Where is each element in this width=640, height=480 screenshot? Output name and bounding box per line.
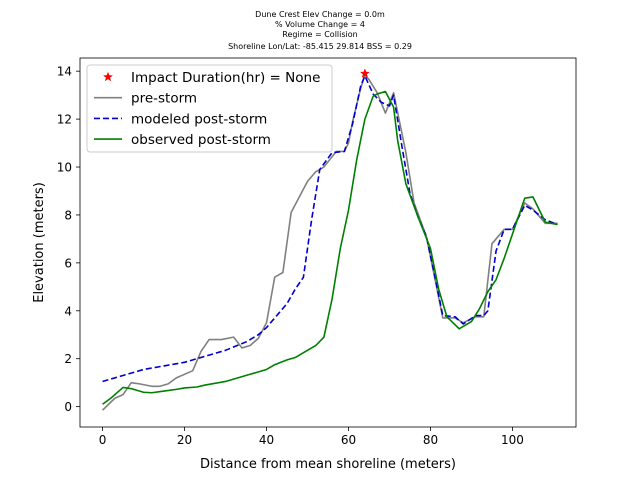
legend-label: modeled post-storm — [131, 111, 267, 127]
x-tick-label: 0 — [99, 433, 107, 447]
y-tick-label: 14 — [57, 65, 72, 79]
legend-entry: observed post-storm — [94, 132, 271, 148]
legend-label: pre-storm — [131, 91, 197, 107]
title-line-2: % Volume Change = 4 — [275, 20, 365, 29]
y-axis-label: Elevation (meters) — [32, 182, 47, 303]
x-tick-label: 40 — [259, 433, 274, 447]
title-line-1: Dune Crest Elev Change = 0.0m — [255, 10, 385, 19]
y-tick-label: 6 — [64, 256, 72, 270]
y-tick-label: 2 — [64, 352, 72, 366]
y-tick-label: 12 — [57, 113, 72, 127]
x-axis-label: Distance from mean shoreline (meters) — [200, 457, 456, 472]
x-tick-label: 60 — [341, 433, 356, 447]
y-axis: 0 2 4 6 8 10 12 14 — [57, 65, 80, 414]
x-axis: 0 20 40 60 80 100 — [99, 427, 524, 447]
legend-frame — [86, 64, 333, 153]
y-tick-label: 8 — [64, 208, 72, 222]
x-tick-label: 20 — [177, 433, 192, 447]
title-line-4: Shoreline Lon/Lat: -85.415 29.814 BSS = … — [228, 42, 412, 51]
x-tick-label: 100 — [501, 433, 524, 447]
x-tick-label: 80 — [423, 433, 438, 447]
legend-star-icon — [102, 71, 114, 82]
legend-label: Impact Duration(hr) = None — [131, 70, 320, 86]
y-tick-label: 4 — [64, 304, 72, 318]
plot-frame — [79, 57, 577, 428]
series-layer — [101, 68, 558, 411]
legend-label: observed post-storm — [131, 132, 271, 148]
legend-entry: Impact Duration(hr) = None — [102, 70, 320, 86]
y-tick-label: 0 — [64, 400, 72, 414]
chart-title: Dune Crest Elev Change = 0.0m % Volume C… — [228, 10, 412, 51]
series-line-modeled-post-storm — [102, 75, 558, 383]
legend-entries: Impact Duration(hr) = None pre-storm model… — [94, 70, 320, 148]
impact-star-marker — [359, 68, 370, 78]
y-tick-label: 10 — [57, 161, 72, 175]
legend: Impact Duration(hr) = None pre-storm model… — [86, 64, 333, 153]
series-line-observed-post-storm — [102, 90, 558, 405]
legend-entry: pre-storm — [94, 91, 197, 107]
legend-entry: modeled post-storm — [94, 111, 267, 127]
title-line-3: Regime = Collision — [282, 30, 357, 39]
